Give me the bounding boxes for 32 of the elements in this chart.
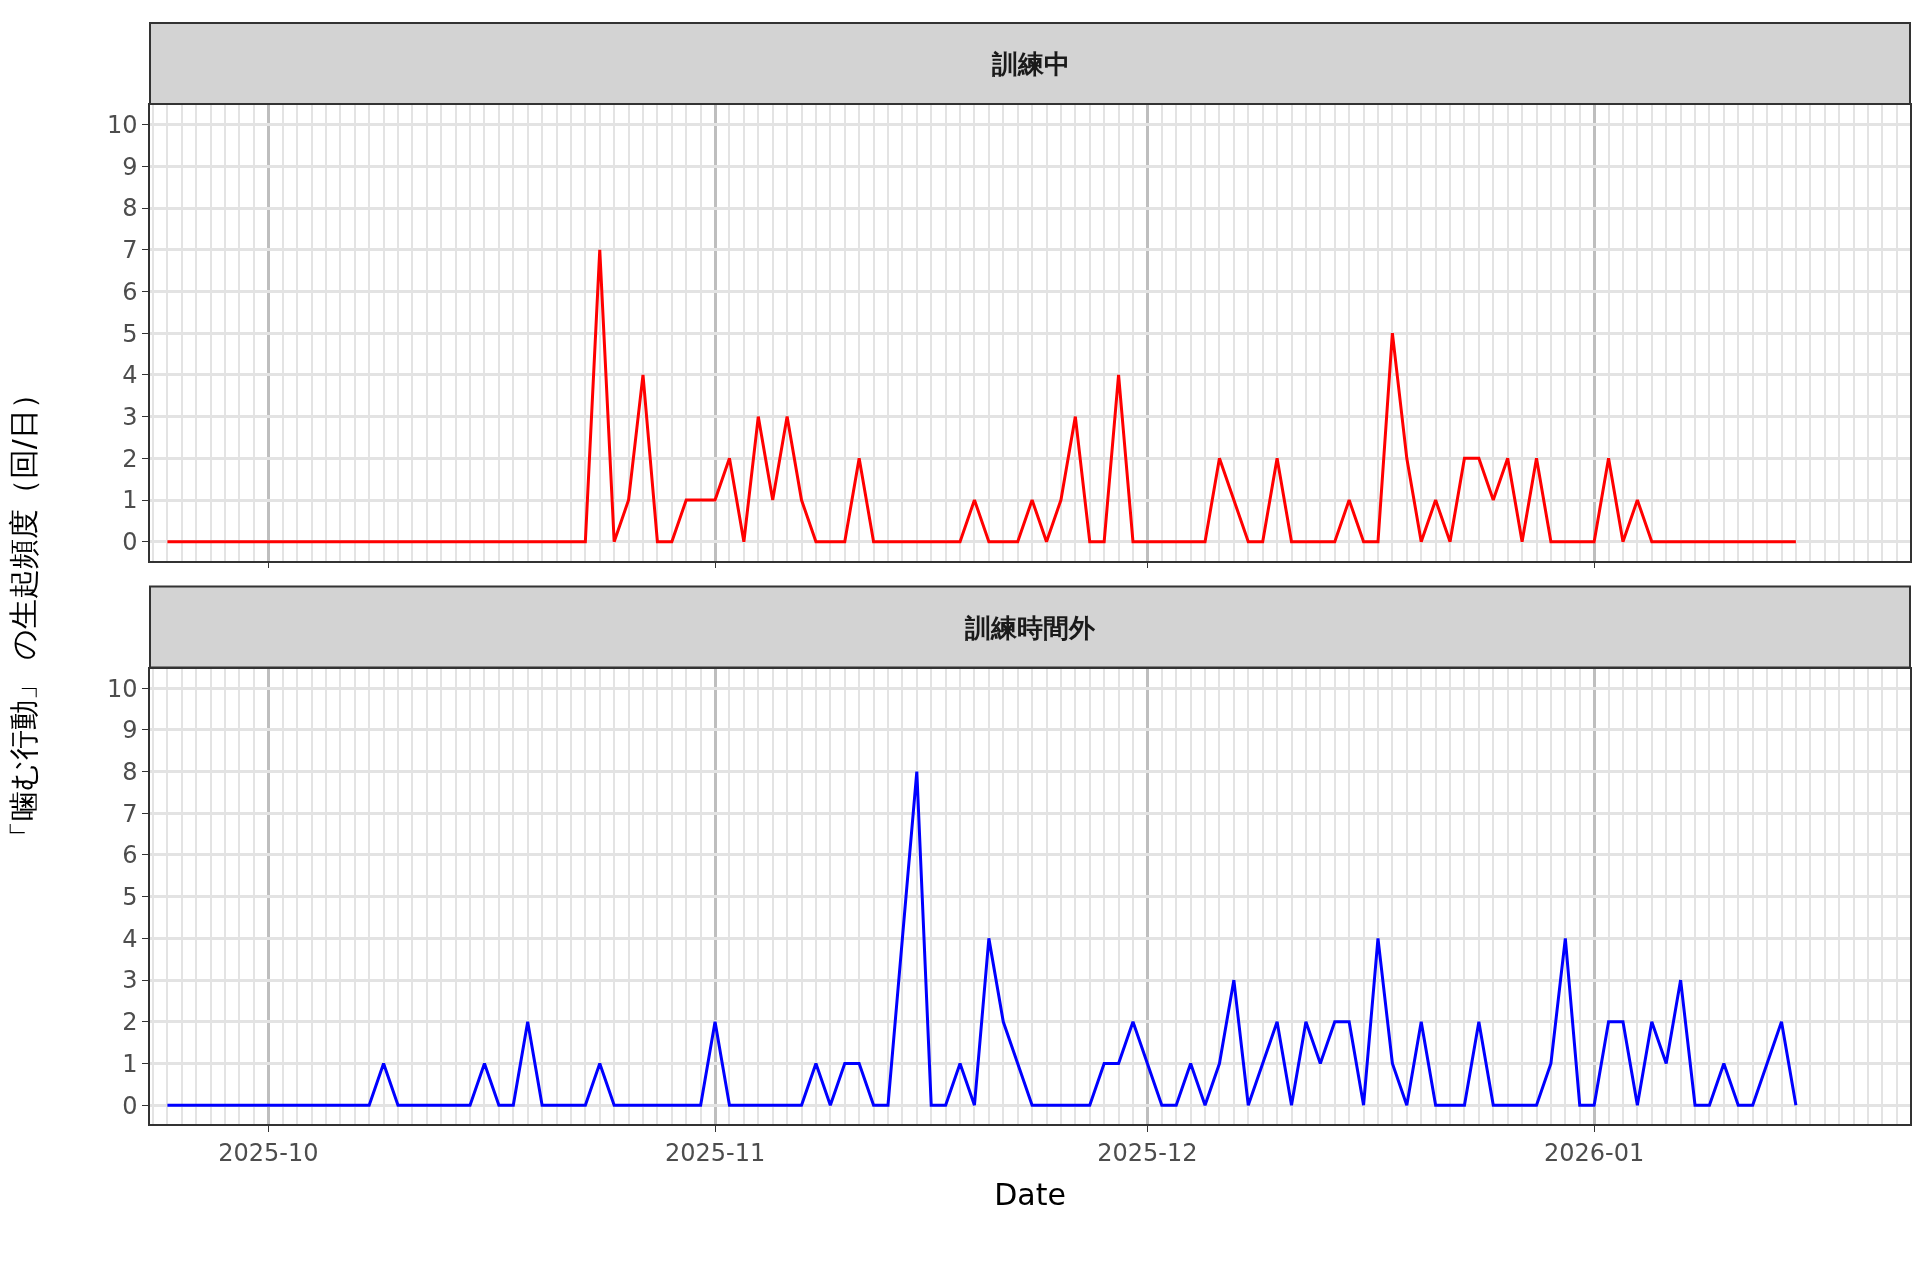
line-series [165, 770, 1798, 1107]
y-tick-label: 4 [122, 924, 138, 953]
y-tick-label: 5 [122, 319, 138, 348]
y-tick-label: 10 [106, 674, 138, 703]
y-tick-label: 0 [122, 1091, 138, 1120]
y-tick-label: 4 [122, 361, 138, 390]
y-tick-label: 9 [122, 152, 138, 181]
y-tick-label: 3 [122, 966, 138, 995]
x-tick-label: 2025-12 [1097, 1138, 1198, 1167]
chart-title: 訓練中 [991, 49, 1070, 79]
y-tick-label: 2 [122, 1008, 138, 1037]
x-tick-label: 2025-10 [218, 1138, 319, 1167]
y-axis-title: 「噛む行動」 の生起頻度（回/日） [5, 379, 41, 851]
x-tick-label: 2026-01 [1544, 1138, 1645, 1167]
y-tick-label: 7 [122, 799, 138, 828]
y-tick-label: 10 [106, 111, 138, 139]
y-tick-label: 9 [122, 716, 138, 745]
y-tick-label: 5 [122, 883, 138, 912]
y-tick-label: 1 [122, 1049, 138, 1078]
y-tick-label: 6 [122, 841, 138, 870]
y-tick-label: 6 [122, 277, 138, 306]
y-tick-label: 8 [122, 194, 138, 223]
y-tick-label: 0 [122, 528, 138, 557]
y-tick-label: 8 [122, 757, 138, 786]
y-tick-label: 3 [122, 402, 138, 431]
y-tick-label: 2 [122, 444, 138, 473]
line-series [165, 248, 1798, 544]
x-tick-label: 2025-11 [664, 1138, 766, 1167]
chart-title: 訓練時間外 [964, 613, 1096, 643]
y-tick-label: 7 [122, 236, 138, 265]
x-axis-title: Date [994, 1176, 1066, 1212]
y-tick-label: 1 [122, 486, 138, 515]
